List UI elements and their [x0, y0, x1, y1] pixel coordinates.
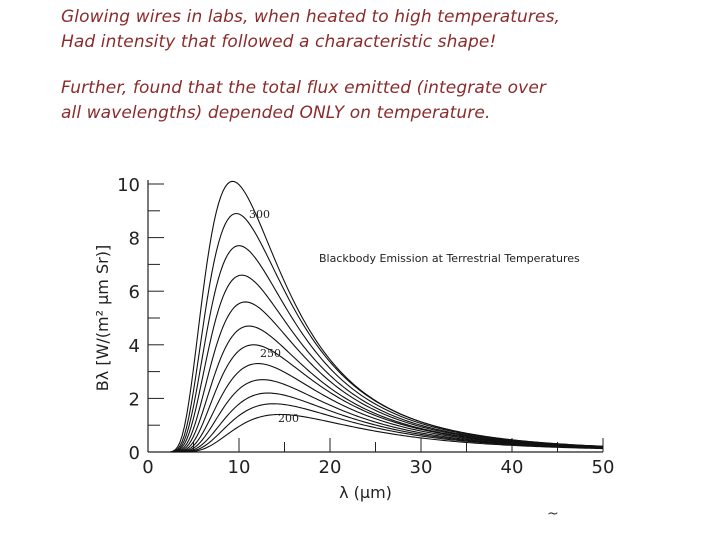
curve-250k — [170, 344, 604, 453]
footer-mark: ~ — [547, 506, 559, 522]
flux-paragraph: Further, found that the total flux emitt… — [61, 76, 546, 126]
intro-line-1: Glowing wires in labs, when heated to hi… — [61, 7, 561, 27]
flux-line-2: all wavelengths) depended ONLY on temper… — [61, 103, 491, 123]
chart-axes — [147, 180, 604, 453]
x-axis-title: λ (µm) — [339, 483, 392, 502]
y-tick-label: 8 — [129, 229, 140, 250]
y-tick-label: 2 — [129, 389, 140, 410]
curve-310k — [170, 180, 604, 453]
curve-200k — [170, 413, 604, 453]
x-tick-label: 50 — [592, 457, 615, 478]
x-tick-label: 0 — [142, 457, 153, 478]
chart-labels: 0 2 4 6 8 10 0 10 20 30 40 50 λ (µm) Bλ [W/(m² µm Sr)… — [93, 175, 614, 502]
chart-curves — [170, 180, 604, 453]
curve-label-200: 200 — [278, 412, 299, 425]
x-tick-label: 20 — [319, 457, 342, 478]
flux-line-1: Further, found that the total flux emitt… — [61, 78, 546, 98]
y-tick-label: 10 — [117, 175, 140, 196]
x-tick-label: 10 — [228, 457, 251, 478]
intro-line-2: Had intensity that followed a characteri… — [61, 32, 497, 52]
curve-270k — [170, 301, 604, 453]
y-axis-title: Bλ [W/(m² µm Sr)] — [93, 245, 112, 391]
y-tick-label: 0 — [129, 443, 140, 464]
curve-label-250: 250 — [260, 347, 281, 360]
y-tick-label: 6 — [129, 282, 140, 303]
chart-title: Blackbody Emission at Terrestrial Temper… — [319, 252, 580, 265]
x-tick-label: 40 — [501, 457, 524, 478]
intro-paragraph: Glowing wires in labs, when heated to hi… — [61, 5, 560, 55]
curve-230k — [170, 379, 604, 453]
curve-label-300: 300 — [249, 208, 270, 221]
x-tick-label: 30 — [410, 457, 433, 478]
y-tick-label: 4 — [129, 336, 140, 357]
